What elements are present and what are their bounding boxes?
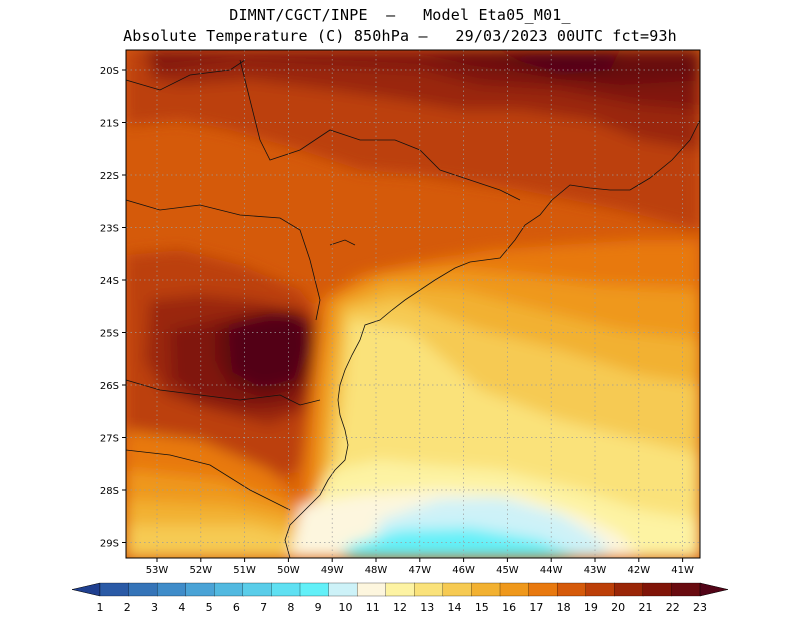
colorbar-segment <box>671 582 701 597</box>
colorbar-label: 22 <box>666 601 680 614</box>
colorbar-label: 21 <box>638 601 652 614</box>
region-23c-north <box>500 50 620 75</box>
colorbar-segment <box>471 582 501 597</box>
colorbar-label: 4 <box>178 601 185 614</box>
colorbar <box>71 582 729 597</box>
lon-label: 48W <box>365 565 388 576</box>
colorbar-segment <box>499 582 530 597</box>
colorbar-label: 3 <box>151 601 158 614</box>
colorbar-labels: 1 2 3 4 5 6 7 8 9 10 11 12 13 14 15 16 17 18 19 20 21 22 23 <box>97 601 708 614</box>
colorbar-label: 16 <box>502 601 516 614</box>
lat-label: 22S <box>100 171 119 182</box>
colorbar-low-arrow <box>71 582 101 597</box>
graticule <box>126 50 700 558</box>
lat-label: 29S <box>100 539 119 550</box>
latitude-labels: 20S 21S 22S 23S 24S 25S 26S 27S 28S 29S <box>100 66 126 550</box>
colorbar-label: 7 <box>260 601 267 614</box>
longitude-labels: 53W 52W 51W 50W 49W 48W 47W 46W 45W 44W 43W 42W 41W <box>146 558 694 576</box>
lon-label: 45W <box>496 565 519 576</box>
state-border-south <box>126 379 321 406</box>
colorbar-segment <box>185 582 215 597</box>
colorbar-label: 20 <box>611 601 625 614</box>
colorbar-segment <box>99 582 130 597</box>
colorbar-segment <box>556 582 587 597</box>
state-border-rs <box>126 449 291 511</box>
lon-label: 53W <box>146 565 169 576</box>
colorbar-label: 13 <box>420 601 434 614</box>
region-9c <box>340 528 580 558</box>
lat-label: 21S <box>100 119 119 130</box>
colorbar-segment <box>356 582 387 597</box>
map-frame <box>125 49 701 559</box>
colorbar-label: 6 <box>233 601 240 614</box>
lon-label: 50W <box>277 565 300 576</box>
lat-label: 26S <box>100 381 119 392</box>
colorbar-segment <box>414 582 444 597</box>
colorbar-segment <box>328 582 358 597</box>
colorbar-label: 14 <box>448 601 462 614</box>
colorbar-segment <box>156 582 187 597</box>
lat-label: 28S <box>100 486 119 497</box>
colorbar-label: 8 <box>287 601 294 614</box>
chart-title-line-2: Absolute Temperature (C) 850hPa — 29/03/… <box>123 27 677 45</box>
colorbar-label: 15 <box>475 601 489 614</box>
colorbar-segment <box>614 582 644 597</box>
lake-outline <box>329 239 356 246</box>
colorbar-segment <box>214 582 244 597</box>
colorbar-label: 18 <box>557 601 571 614</box>
colorbar-segment <box>299 582 330 597</box>
lon-label: 47W <box>408 565 431 576</box>
lon-label: 42W <box>627 565 650 576</box>
colorbar-segment <box>585 582 615 597</box>
colorbar-segment <box>242 582 273 597</box>
colorbar-label: 19 <box>584 601 598 614</box>
colorbar-segment <box>642 582 673 597</box>
colorbar-label: 2 <box>124 601 131 614</box>
colorbar-label: 11 <box>366 601 380 614</box>
colorbar-segment <box>385 582 415 597</box>
lon-label: 41W <box>671 565 694 576</box>
lat-label: 24S <box>100 276 119 287</box>
colorbar-label: 12 <box>393 601 407 614</box>
colorbar-segment <box>271 582 301 597</box>
lat-label: 23S <box>100 224 119 235</box>
colorbar-label: 9 <box>315 601 322 614</box>
lon-label: 44W <box>540 565 563 576</box>
state-border-ne <box>239 59 521 201</box>
lon-label: 52W <box>189 565 212 576</box>
temperature-field <box>126 50 700 558</box>
colorbar-label: 1 <box>97 601 104 614</box>
colorbar-high-arrow <box>699 582 729 597</box>
lon-label: 49W <box>321 565 344 576</box>
lat-label: 27S <box>100 434 119 445</box>
lat-label: 20S <box>100 66 119 77</box>
lon-label: 43W <box>584 565 607 576</box>
lon-label: 46W <box>452 565 475 576</box>
chart-title-line-1: DIMNT/CGCT/INPE — Model Eta05_M01_ <box>229 6 571 24</box>
state-border-mg <box>126 59 246 91</box>
lat-label: 25S <box>100 329 119 340</box>
colorbar-segment <box>442 582 473 597</box>
region-23c-west <box>228 312 310 388</box>
state-border-north <box>126 199 321 321</box>
region-14c-southwest <box>126 525 310 558</box>
colorbar-segment <box>128 582 158 597</box>
colorbar-segment <box>528 582 558 597</box>
atlantic-coastline <box>284 119 700 558</box>
colorbar-label: 10 <box>338 601 352 614</box>
colorbar-label: 17 <box>529 601 543 614</box>
colorbar-label: 5 <box>206 601 213 614</box>
lon-label: 51W <box>233 565 256 576</box>
colorbar-label: 23 <box>693 601 707 614</box>
coastlines <box>126 59 700 558</box>
